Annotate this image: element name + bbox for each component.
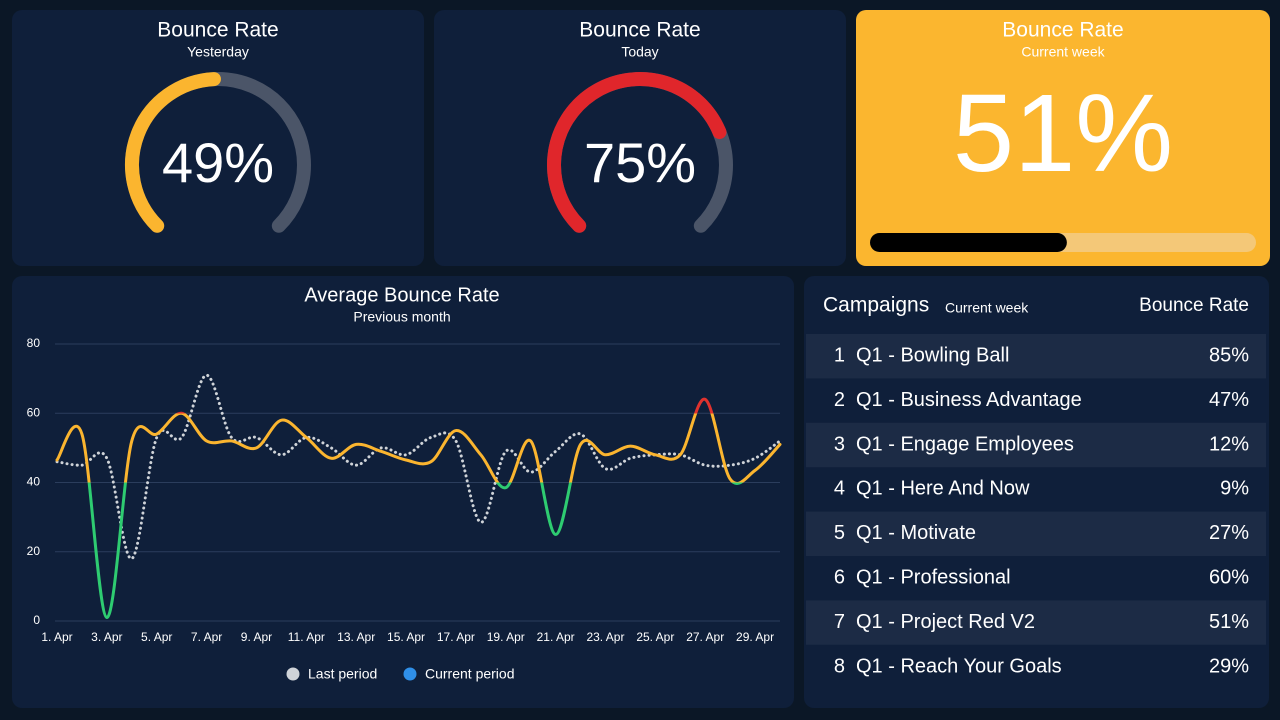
gauge-value: [547, 72, 727, 233]
card-subtitle: Yesterday: [187, 44, 249, 60]
table-name: Q1 - Professional: [856, 566, 1011, 588]
card: [804, 276, 1269, 708]
table-name: Q1 - Business Advantage: [856, 389, 1082, 411]
series-line: [55, 397, 782, 620]
card-subtitle: Current week: [1021, 44, 1105, 60]
x-tick-label: 17. Apr: [437, 630, 475, 644]
table-rank: 7: [834, 611, 845, 633]
gauge-label: 49%: [162, 131, 274, 194]
y-tick-label: 40: [27, 475, 41, 489]
x-tick-label: 21. Apr: [537, 630, 575, 644]
card-title: Bounce Rate: [1002, 19, 1123, 42]
table-rank: 5: [834, 522, 845, 544]
x-tick-label: 29. Apr: [736, 630, 774, 644]
x-tick-label: 25. Apr: [636, 630, 674, 644]
legend-label: Last period: [308, 666, 377, 682]
table-rank: 1: [834, 344, 845, 366]
card: [12, 10, 424, 266]
card: [12, 276, 794, 708]
card-subtitle: Today: [621, 44, 658, 60]
x-tick-label: 13. Apr: [337, 630, 375, 644]
table-name: Q1 - Bowling Ball: [856, 344, 1009, 366]
table-rank: 3: [834, 433, 845, 455]
progress-bar: [870, 233, 1067, 252]
table-rank: 6: [834, 566, 845, 588]
card-title: Bounce Rate: [579, 19, 700, 42]
table-row-bg: [806, 511, 1266, 556]
table-value: 12%: [1209, 433, 1249, 455]
table-value: 47%: [1209, 389, 1249, 411]
y-tick-label: 80: [27, 336, 41, 350]
x-tick-label: 23. Apr: [586, 630, 624, 644]
table-rank: 2: [834, 389, 845, 411]
legend-marker: [403, 667, 417, 681]
x-tick-label: 11. Apr: [288, 630, 325, 644]
table-title: Campaigns: [823, 294, 929, 317]
gauge-label: 75%: [584, 131, 696, 194]
card-title: Bounce Rate: [157, 19, 278, 42]
x-tick-label: 7. Apr: [191, 630, 222, 644]
x-tick-label: 3. Apr: [91, 630, 122, 644]
table-header: Bounce Rate: [1139, 295, 1249, 316]
x-tick-label: 1. Apr: [41, 630, 72, 644]
table-value: 85%: [1209, 344, 1249, 366]
x-tick-label: 15. Apr: [387, 630, 425, 644]
chart-subtitle: Previous month: [353, 309, 450, 325]
table-row-bg: [806, 600, 1266, 645]
table-rank: 8: [834, 655, 845, 677]
table-row-bg: [806, 422, 1266, 468]
table-name: Q1 - Here And Now: [856, 478, 1030, 500]
table-name: Q1 - Engage Employees: [856, 433, 1074, 455]
gauge-value: [125, 72, 221, 233]
table-subtitle: Current week: [945, 300, 1029, 316]
table-value: 60%: [1209, 566, 1249, 588]
table-name: Q1 - Motivate: [856, 522, 976, 544]
y-tick-label: 60: [27, 405, 41, 419]
legend-label: Current period: [425, 666, 515, 682]
card: [434, 10, 846, 266]
kpi-value: 51%: [953, 72, 1173, 195]
x-tick-label: 19. Apr: [487, 630, 525, 644]
y-tick-label: 20: [27, 544, 41, 558]
table-name: Q1 - Project Red V2: [856, 611, 1035, 633]
x-tick-label: 9. Apr: [241, 630, 272, 644]
table-name: Q1 - Reach Your Goals: [856, 655, 1062, 677]
y-tick-label: 0: [33, 613, 40, 627]
table-value: 9%: [1220, 478, 1249, 500]
legend-marker: [286, 667, 300, 681]
table-value: 27%: [1209, 522, 1249, 544]
table-row-bg: [806, 334, 1266, 379]
table-value: 51%: [1209, 611, 1249, 633]
x-tick-label: 5. Apr: [141, 630, 172, 644]
chart-title: Average Bounce Rate: [304, 284, 499, 306]
card: [856, 10, 1270, 266]
table-value: 29%: [1209, 655, 1249, 677]
x-tick-label: 27. Apr: [686, 630, 724, 644]
table-rank: 4: [834, 478, 845, 500]
